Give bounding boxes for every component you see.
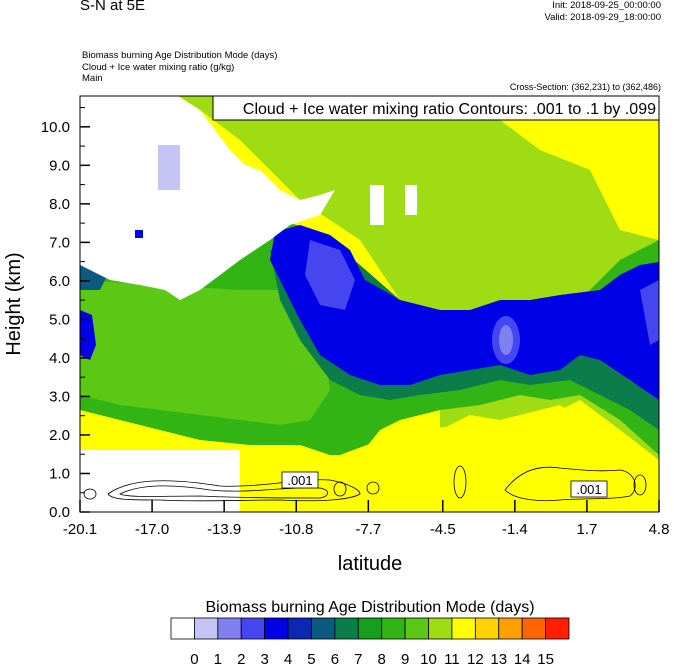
y-tick-label: 5.0: [49, 311, 70, 328]
colorbar-label: 3: [260, 651, 268, 668]
colorbar-label: 13: [490, 651, 507, 668]
contours: [83, 465, 647, 502]
field-blue: [270, 225, 659, 400]
y-axis-label: Height (km): [3, 252, 25, 355]
x-tick-label: -7.7: [355, 521, 381, 538]
contour-label: .001: [287, 473, 312, 488]
contour-line: [119, 485, 328, 499]
x-axis: -20.1 -17.0 -13.9 -10.8 -7.7 -4.5 -1.4 1.7 4.8: [63, 500, 670, 538]
x-axis-label: latitude: [338, 553, 403, 575]
colorbar-label: 0: [190, 651, 198, 668]
colorbar-swatch: [311, 617, 336, 640]
colorbar-label: 6: [331, 651, 339, 668]
field-name-1: Biomass burning Age Distribution Mode (d…: [82, 50, 278, 61]
colorbar-swatch: [170, 617, 195, 640]
cross-section-info: Cross-Section: (362,231) to (362,486): [509, 82, 661, 92]
colorbar-label: 9: [401, 651, 409, 668]
colorbar-swatch: [264, 617, 289, 640]
x-tick-label: -20.1: [63, 521, 97, 538]
field-mediumblue-right: [640, 280, 659, 345]
colorbar-swatch: [194, 617, 219, 640]
colorbar-swatch: [287, 617, 312, 640]
colorbar-label: 4: [284, 651, 292, 668]
contour-line: [453, 465, 467, 499]
x-tick-label: -10.8: [279, 521, 313, 538]
y-tick-label: 10.0: [41, 119, 70, 136]
colorbar-swatch: [521, 617, 546, 640]
x-tick-label: 4.8: [649, 521, 670, 538]
colorbar-label: 5: [307, 651, 315, 668]
colorbar-swatch: [451, 617, 476, 640]
y-tick-label: 0.0: [49, 504, 70, 521]
field-descriptions: Biomass burning Age Distribution Mode (d…: [82, 50, 277, 85]
field-lightblue-center: [499, 325, 513, 355]
y-tick-label: 9.0: [49, 157, 70, 174]
x-tick-label: -13.9: [207, 521, 241, 538]
contour-line: [107, 479, 361, 502]
contour-line: [83, 488, 97, 500]
colorbar-swatch: [240, 617, 266, 640]
colorbar-title: Biomass burning Age Distribution Mode (d…: [205, 599, 534, 616]
contour-label-box: [570, 480, 608, 498]
contour-labels: .001 .001: [281, 471, 608, 498]
field-yellow-topright: [420, 96, 659, 240]
heatmap-field: [80, 96, 659, 512]
contour-label: .001: [576, 482, 601, 497]
x-tick-label: -4.5: [430, 521, 456, 538]
colorbar-swatch: [474, 617, 500, 640]
colorbar-swatch: [381, 617, 406, 640]
contour-info-box: [212, 95, 660, 121]
y-tick-label: 6.0: [49, 273, 70, 290]
colorbar-label: 7: [354, 651, 362, 668]
x-tick-label: -17.0: [135, 521, 169, 538]
y-tick-label: 4.0: [49, 350, 70, 367]
contour-line: [633, 474, 647, 496]
x-tick-label: 1.7: [576, 521, 597, 538]
colorbar-swatch: [217, 617, 242, 640]
contour-label-box: [281, 471, 319, 489]
colorbar-swatch: [498, 617, 523, 640]
colorbar-swatch: [428, 617, 453, 640]
field-name-3: Main: [82, 73, 103, 84]
y-tick-label: 3.0: [49, 388, 70, 405]
y-tick-label: 2.0: [49, 427, 70, 444]
contour-line: [333, 481, 347, 497]
y-tick-label: 8.0: [49, 196, 70, 213]
field-name-2: Cloud + Ice water mixing ratio (g/kg): [82, 61, 235, 73]
colorbar-label: 1: [214, 651, 222, 668]
field-white-patch-1: [370, 185, 384, 225]
field-lightpurple-patch: [158, 145, 180, 190]
colorbar: 0 1 2 3 4 5 6 7 8 9 10 11 12 13 14 15: [170, 617, 570, 668]
colorbar-swatch: [545, 617, 570, 640]
y-tick-label: 1.0: [49, 465, 70, 482]
colorbar-swatch: [334, 617, 359, 640]
colorbar-label: 12: [467, 651, 484, 668]
field-white-upperleft: [80, 96, 335, 300]
colorbar-swatch: [357, 617, 383, 640]
colorbar-label: 8: [378, 651, 386, 668]
y-axis: 0.0 1.0 2.0 3.0 4.0 5.0 6.0 7.0 8.0 9.0 10.0: [41, 107, 90, 521]
colorbar-label: 2: [237, 651, 245, 668]
contour-info-text: Cloud + Ice water mixing ratio Contours:…: [243, 101, 656, 118]
field-blue-left: [80, 310, 96, 360]
init-time: Init: 2018-09-25_00:00:00: [552, 0, 661, 11]
field-blue-dot: [135, 230, 143, 238]
y-tick-label: 7.0: [49, 234, 70, 251]
colorbar-label: 10: [420, 651, 437, 668]
colorbar-swatch: [404, 617, 429, 640]
colorbar-label: 14: [514, 651, 531, 668]
time-info: Init: 2018-09-25_00:00:00 Valid: 2018-09…: [544, 0, 661, 24]
x-tick-label: -1.4: [502, 521, 528, 538]
colorbar-label: 15: [537, 651, 554, 668]
colorbar-label: 11: [444, 651, 460, 668]
field-yellow-bottom: [300, 400, 659, 512]
field-green-left: [80, 280, 330, 425]
valid-time: Valid: 2018-09-29_18:00:00: [544, 12, 661, 23]
field-white-patch-2: [405, 185, 417, 215]
contour-line: [366, 481, 380, 495]
plot-title: S-N at 5E: [80, 0, 146, 14]
field-mediumblue: [305, 240, 355, 310]
